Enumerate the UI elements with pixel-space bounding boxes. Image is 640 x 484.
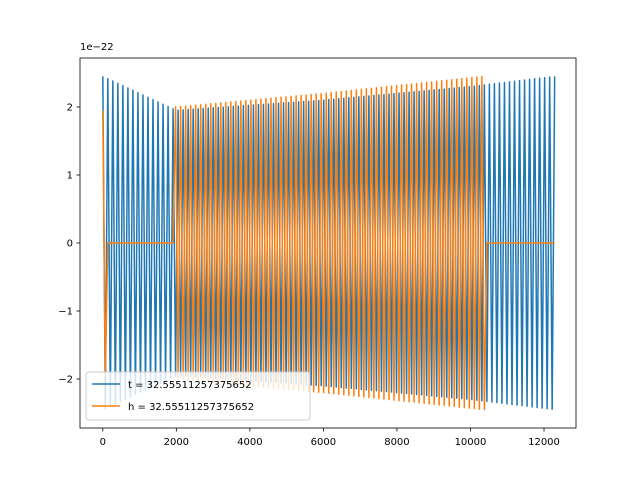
x-tick-label: 8000 bbox=[384, 437, 409, 448]
x-tick-label: 0 bbox=[100, 437, 106, 448]
legend-label-h: h = 32.55511257375652 bbox=[128, 402, 254, 413]
legend: t = 32.55511257375652 h = 32.55511257375… bbox=[85, 371, 311, 421]
y-tick-label: −1 bbox=[58, 307, 73, 318]
legend-box bbox=[85, 371, 311, 421]
x-tick-label: 6000 bbox=[311, 437, 336, 448]
y-tick-label: 1 bbox=[67, 170, 73, 181]
y-offset-label: 1e−22 bbox=[80, 42, 114, 53]
legend-label-t: t = 32.55511257375652 bbox=[128, 380, 252, 391]
x-tick-label: 10000 bbox=[455, 437, 487, 448]
y-tick-label: 0 bbox=[67, 239, 73, 250]
y-axis: −2 −1 0 1 2 bbox=[58, 102, 80, 386]
x-tick-label: 12000 bbox=[528, 437, 560, 448]
y-tick-label: 2 bbox=[67, 102, 73, 113]
x-axis: 0 2000 4000 6000 8000 10000 12000 bbox=[100, 428, 560, 448]
x-tick-label: 4000 bbox=[237, 437, 262, 448]
x-tick-label: 2000 bbox=[164, 437, 189, 448]
y-tick-label: −2 bbox=[58, 375, 73, 386]
series-line-0 bbox=[102, 76, 556, 411]
